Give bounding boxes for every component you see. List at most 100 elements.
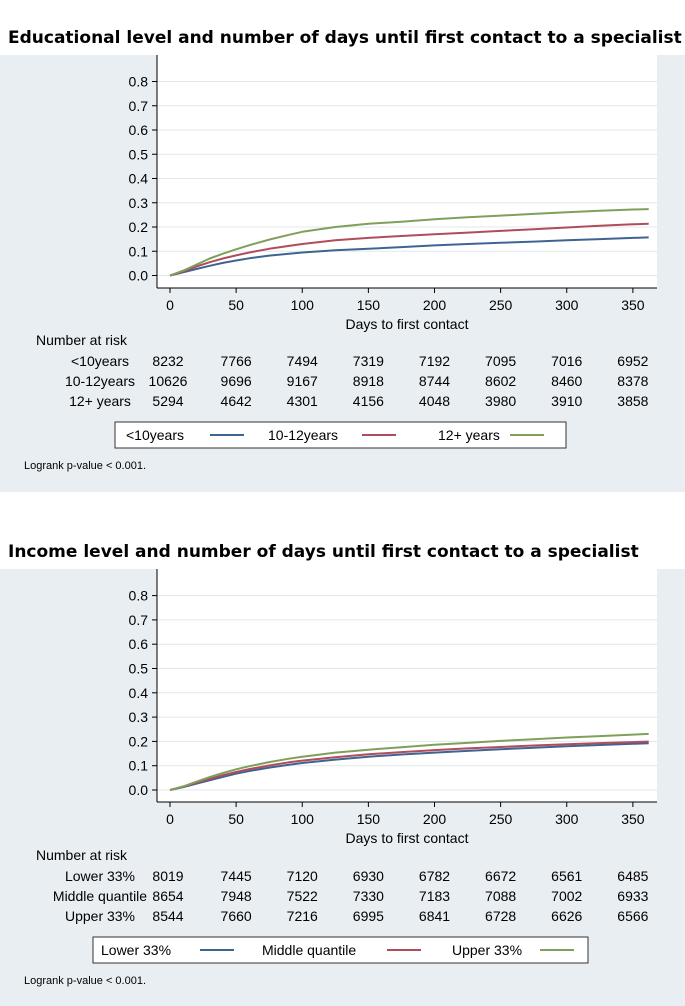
risk-value: 6782	[419, 868, 450, 884]
x-tick-label: 150	[357, 811, 381, 827]
risk-value: 8232	[152, 353, 183, 369]
risk-value: 8019	[152, 868, 183, 884]
x-axis-label: Days to first contact	[346, 316, 469, 332]
y-tick-label: 0.5	[129, 661, 149, 677]
y-tick-label: 0.3	[129, 709, 149, 725]
risk-value: 3858	[617, 393, 648, 409]
y-tick-label: 0.8	[129, 588, 149, 604]
y-tick-label: 0.8	[129, 74, 149, 90]
risk-value: 6952	[617, 353, 648, 369]
series-line-2	[169, 740, 649, 791]
series-line-2	[169, 222, 649, 277]
y-tick-label: 0.1	[129, 243, 149, 259]
y-tick-label: 0.7	[129, 612, 149, 628]
risk-value: 7120	[287, 868, 318, 884]
risk-value: 8918	[353, 373, 384, 389]
x-tick-label: 0	[166, 297, 174, 313]
risk-value: 4642	[221, 393, 252, 409]
risk-value: 7192	[419, 353, 450, 369]
risk-row-label: 10-12years	[65, 373, 135, 389]
risk-value: 10626	[149, 373, 188, 389]
risk-value: 8460	[551, 373, 582, 389]
risk-value: 8744	[419, 373, 450, 389]
x-tick-label: 250	[489, 297, 513, 313]
y-tick-label: 0.2	[129, 733, 149, 749]
x-tick-label: 50	[228, 297, 244, 313]
y-tick-label: 0.6	[129, 122, 149, 138]
risk-value: 8602	[485, 373, 516, 389]
risk-value: 7016	[551, 353, 582, 369]
x-tick-label: 300	[555, 811, 579, 827]
series-line-3	[169, 732, 649, 791]
logrank-note: Logrank p-value < 0.001.	[24, 460, 146, 472]
x-tick-label: 50	[228, 811, 244, 827]
risk-row-label: Middle quantile	[53, 888, 147, 904]
y-tick-label: 0.1	[129, 758, 149, 774]
legend-label: 10-12years	[268, 427, 338, 443]
risk-value: 7216	[287, 908, 318, 924]
y-tick-label: 0.0	[129, 782, 149, 798]
legend-box	[114, 421, 567, 449]
risk-value: 7445	[221, 868, 252, 884]
series-line-3	[169, 208, 649, 277]
risk-value: 6930	[353, 868, 384, 884]
risk-value: 6566	[617, 908, 648, 924]
x-tick-label: 250	[489, 811, 513, 827]
x-tick-label: 100	[291, 811, 315, 827]
risk-value: 4156	[353, 393, 384, 409]
legend-label: Upper 33%	[452, 942, 522, 958]
legend-box	[92, 936, 589, 964]
risk-value: 6485	[617, 868, 648, 884]
risk-value: 7522	[287, 888, 318, 904]
logrank-note: Logrank p-value < 0.001.	[24, 975, 146, 987]
risk-value: 3980	[485, 393, 516, 409]
risk-value: 7494	[287, 353, 318, 369]
x-tick-label: 350	[621, 811, 645, 827]
risk-value: 7319	[353, 353, 384, 369]
x-tick-label: 200	[423, 811, 447, 827]
risk-value: 4301	[287, 393, 318, 409]
risk-value: 7766	[221, 353, 252, 369]
plot-area	[157, 569, 657, 802]
x-tick-label: 200	[423, 297, 447, 313]
y-tick-label: 0.6	[129, 636, 149, 652]
risk-value: 5294	[152, 393, 183, 409]
series-line-1	[169, 742, 649, 791]
risk-value: 8654	[152, 888, 183, 904]
risk-value: 8544	[152, 908, 183, 924]
y-tick-label: 0.2	[129, 219, 149, 235]
risk-value: 7660	[221, 908, 252, 924]
risk-value: 6933	[617, 888, 648, 904]
risk-value: 7088	[485, 888, 516, 904]
risk-value: 8378	[617, 373, 648, 389]
risk-table-heading: Number at risk	[36, 332, 128, 348]
y-tick-label: 0.0	[129, 268, 149, 284]
series-line-1	[169, 236, 649, 277]
y-tick-label: 0.5	[129, 146, 149, 162]
risk-value: 4048	[419, 393, 450, 409]
x-tick-label: 150	[357, 297, 381, 313]
risk-row-label: Lower 33%	[65, 868, 135, 884]
risk-value: 6841	[419, 908, 450, 924]
risk-value: 7183	[419, 888, 450, 904]
legend-label: Lower 33%	[101, 942, 171, 958]
x-axis-label: Days to first contact	[346, 830, 469, 846]
risk-value: 6995	[353, 908, 384, 924]
legend-label: 12+ years	[438, 427, 500, 443]
risk-value: 6672	[485, 868, 516, 884]
risk-row-label: Upper 33%	[65, 908, 135, 924]
chart-title: Income level and number of days until fi…	[8, 542, 639, 562]
y-tick-label: 0.4	[129, 171, 149, 187]
risk-value: 9167	[287, 373, 318, 389]
risk-table-heading: Number at risk	[36, 847, 128, 863]
risk-row-label: 12+ years	[69, 393, 131, 409]
y-tick-label: 0.3	[129, 195, 149, 211]
risk-value: 7095	[485, 353, 516, 369]
x-tick-label: 100	[291, 297, 315, 313]
risk-value: 6728	[485, 908, 516, 924]
risk-value: 3910	[551, 393, 582, 409]
risk-value: 7330	[353, 888, 384, 904]
x-tick-label: 0	[166, 811, 174, 827]
